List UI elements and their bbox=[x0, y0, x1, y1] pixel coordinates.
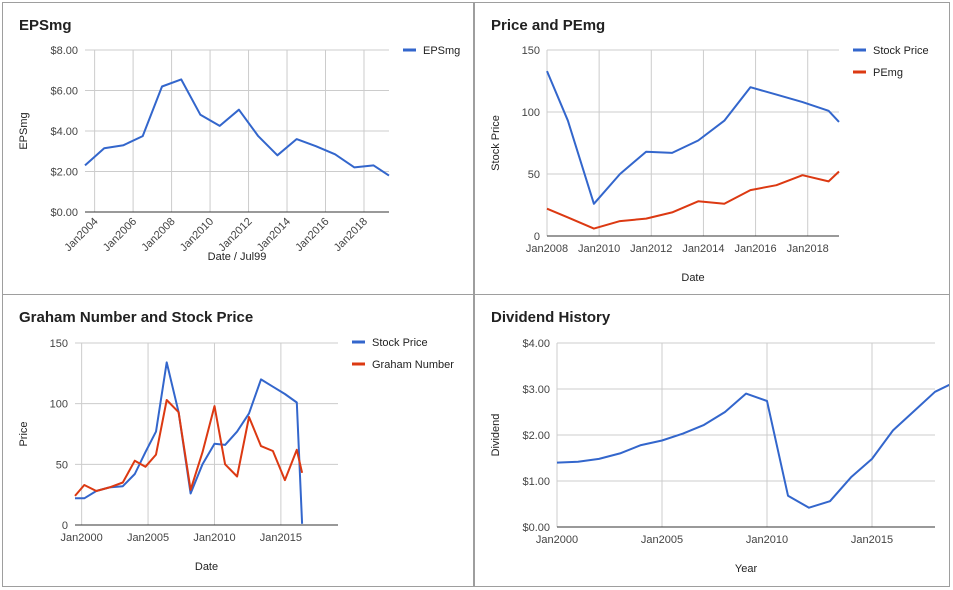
y-tick-label: 50 bbox=[56, 459, 68, 471]
panel-dividend: Dividend History $0.00 $1.00 $2.00 $3.00 $4.… bbox=[474, 294, 950, 587]
x-tick-label: Jan2018 bbox=[332, 216, 370, 254]
y-tick-label: $0.00 bbox=[522, 522, 550, 534]
x-tick-label: Jan2000 bbox=[536, 534, 578, 546]
x-tick-label: Jan2000 bbox=[61, 532, 103, 544]
y-tick-label: 100 bbox=[522, 107, 540, 119]
y-tick-label: $4.00 bbox=[522, 338, 550, 350]
x-tick-label: Jan2018 bbox=[787, 243, 829, 255]
y-tick-label: $8.00 bbox=[50, 45, 78, 57]
series-line bbox=[75, 361, 304, 524]
series-line bbox=[556, 383, 949, 509]
panel-graham: Graham Number and Stock Price 0 50 100 150 J… bbox=[2, 294, 474, 587]
x-tick-label: Jan2004 bbox=[62, 216, 100, 254]
x-tick-label: Jan2012 bbox=[216, 216, 254, 254]
x-tick-label: Jan2012 bbox=[630, 243, 672, 255]
x-tick-label: Jan2010 bbox=[746, 534, 788, 546]
x-tick-label: Jan2016 bbox=[293, 216, 331, 254]
panel-price-pe: Price and PEmg 0 50 100 150 Jan2008 Jan2010 Ja… bbox=[474, 2, 950, 296]
y-axis-title: Price bbox=[18, 421, 30, 446]
y-tick-label: $2.00 bbox=[522, 430, 550, 442]
panel-eps: EPSmg $0.00 $2.00 $4.00 $6.00 $8.00 Jan2004 Ja… bbox=[2, 2, 474, 296]
chart-title: EPSmg bbox=[19, 17, 72, 34]
chart-title: Dividend History bbox=[491, 309, 611, 326]
y-axis-title: Stock Price bbox=[490, 115, 502, 171]
y-tick-label: 150 bbox=[50, 338, 68, 350]
x-tick-label: Jan2005 bbox=[127, 532, 169, 544]
x-axis-title: Date bbox=[195, 561, 218, 573]
series-line bbox=[74, 399, 304, 497]
x-tick-label: Jan2016 bbox=[734, 243, 776, 255]
x-tick-label: Jan2006 bbox=[101, 216, 139, 254]
y-tick-label: $1.00 bbox=[522, 476, 550, 488]
series-line bbox=[84, 78, 390, 177]
x-tick-label: Jan2010 bbox=[193, 532, 235, 544]
legend-label: Stock Price bbox=[873, 45, 929, 57]
y-axis-title: Dividend bbox=[490, 414, 502, 457]
x-tick-label: Jan2008 bbox=[526, 243, 568, 255]
price-pe-chart: 0 50 100 150 Jan2008 Jan2010 Jan2012 Jan2014 Jan… bbox=[490, 45, 929, 284]
x-tick-label: Jan2015 bbox=[260, 532, 302, 544]
legend-label: Stock Price bbox=[372, 337, 428, 349]
x-tick-label: Jan2014 bbox=[682, 243, 724, 255]
x-tick-label: Jan2008 bbox=[139, 216, 177, 254]
x-axis-title: Date bbox=[681, 272, 704, 284]
y-tick-label: 50 bbox=[528, 169, 540, 181]
y-tick-label: 0 bbox=[534, 231, 540, 243]
y-tick-label: $6.00 bbox=[50, 86, 78, 98]
x-tick-label: Jan2005 bbox=[641, 534, 683, 546]
legend-label: EPSmg bbox=[423, 45, 460, 57]
x-tick-label: Jan2014 bbox=[255, 216, 293, 254]
legend-label: Graham Number bbox=[372, 359, 454, 371]
x-tick-label: Jan2010 bbox=[578, 243, 620, 255]
graham-chart: 0 50 100 150 Jan2000 Jan2005 Jan2010 Jan2015 Dat… bbox=[18, 337, 454, 573]
y-axis-title: EPSmg bbox=[18, 112, 30, 149]
chart-title: Price and PEmg bbox=[491, 17, 606, 34]
y-tick-label: $3.00 bbox=[522, 384, 550, 396]
y-tick-label: 0 bbox=[62, 520, 68, 532]
x-tick-label: Jan2010 bbox=[178, 216, 216, 254]
series-line bbox=[546, 70, 840, 205]
y-tick-label: 100 bbox=[50, 399, 68, 411]
x-axis-title: Date / Jul99 bbox=[208, 251, 267, 263]
y-tick-label: 150 bbox=[522, 45, 540, 57]
dividend-chart: $0.00 $1.00 $2.00 $3.00 $4.00 Jan2000 Jan2005 J… bbox=[490, 338, 949, 575]
chart-title: Graham Number and Stock Price bbox=[19, 309, 254, 326]
x-tick-label: Jan2015 bbox=[851, 534, 893, 546]
x-axis-title: Year bbox=[735, 563, 758, 575]
y-tick-label: $2.00 bbox=[50, 167, 78, 179]
series-line bbox=[546, 170, 840, 230]
y-tick-label: $0.00 bbox=[50, 207, 78, 219]
y-tick-label: $4.00 bbox=[50, 126, 78, 138]
legend-label: PEmg bbox=[873, 67, 903, 79]
